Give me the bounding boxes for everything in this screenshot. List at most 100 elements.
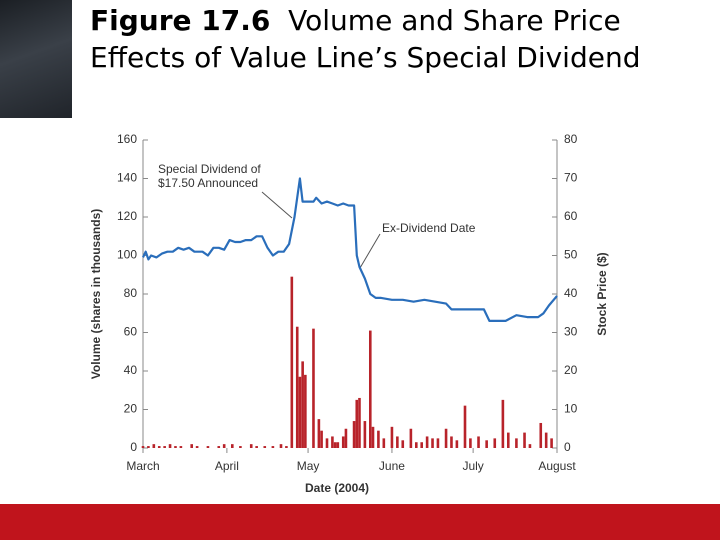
- volume-bar: [304, 374, 307, 448]
- volume-bar: [550, 438, 553, 448]
- volume-bar: [295, 326, 299, 448]
- volume-bar: [344, 428, 348, 448]
- volume-bar: [485, 440, 488, 448]
- volume-bar: [174, 446, 177, 448]
- x-tick-label: May: [297, 459, 320, 473]
- volume-bar: [279, 444, 283, 448]
- chart: Date (2004) Volume (shares in thousands)…: [89, 132, 609, 495]
- volume-bar: [341, 436, 345, 448]
- corner-image: [0, 0, 72, 118]
- volume-bar: [263, 446, 267, 448]
- leader-line: [261, 191, 293, 219]
- title-text: Volume and Share Price Effects of Value …: [90, 4, 641, 74]
- volume-bar: [363, 421, 367, 448]
- volume-bar: [317, 419, 321, 448]
- volume-bar: [493, 438, 497, 448]
- volume-bar: [179, 446, 183, 448]
- volume-bar: [539, 422, 543, 448]
- volume-bar: [501, 399, 505, 448]
- volume-bar: [249, 444, 253, 448]
- volume-bar: [255, 446, 258, 448]
- volume-bar: [217, 446, 221, 448]
- volume-bar: [355, 399, 359, 448]
- volume-bar: [301, 361, 304, 448]
- y-tick-label: 80: [124, 286, 138, 300]
- volume-bar: [431, 438, 434, 448]
- x-tick-label: July: [462, 459, 483, 473]
- volume-bar: [239, 446, 242, 448]
- y-tick-label: 100: [117, 248, 137, 262]
- volume-bar: [463, 405, 467, 448]
- volume-bar: [206, 446, 210, 448]
- x-tick-label: April: [215, 459, 239, 473]
- y2-tick-label: 80: [564, 132, 578, 146]
- volume-bar: [506, 432, 510, 448]
- volume-bar: [401, 440, 405, 448]
- volume-bar: [157, 446, 161, 448]
- volume-bar: [515, 438, 518, 448]
- volume-bar: [396, 436, 399, 448]
- y2-tick-label: 30: [564, 325, 578, 339]
- y-tick-label: 40: [124, 363, 138, 377]
- volume-bar: [190, 444, 194, 448]
- volume-bar: [320, 430, 323, 448]
- slide-title: Figure 17.6 Volume and Share Price Effec…: [90, 2, 700, 76]
- y2-tick-label: 10: [564, 402, 578, 416]
- y2-tick-label: 0: [564, 440, 571, 454]
- volume-bar: [163, 446, 166, 448]
- volume-bar: [455, 440, 459, 448]
- volume-bar: [414, 442, 418, 448]
- annotation: Ex-Dividend Date: [382, 221, 476, 235]
- volume-bar: [390, 426, 394, 448]
- y-axis-label: Volume (shares in thousands): [89, 209, 103, 379]
- y-tick-label: 120: [117, 209, 137, 223]
- volume-bar: [368, 330, 372, 448]
- y-tick-label: 20: [124, 402, 138, 416]
- volume-bar: [477, 436, 480, 448]
- volume-bar: [141, 446, 145, 448]
- volume-bar: [382, 438, 386, 448]
- annotation: Special Dividend of $17.50 Announced: [158, 162, 261, 190]
- volume-bar: [352, 421, 356, 448]
- volume-bar: [444, 428, 448, 448]
- volume-bar: [469, 438, 472, 448]
- volume-bar: [544, 432, 548, 448]
- annotation-line: Special Dividend of: [158, 162, 261, 176]
- x-axis-label: Date (2004): [305, 481, 369, 495]
- volume-bar: [222, 444, 226, 448]
- volume-bar: [358, 397, 361, 448]
- y-tick-label: 0: [130, 440, 137, 454]
- price-line: [142, 177, 558, 322]
- volume-bar: [195, 446, 199, 448]
- y2-tick-label: 60: [564, 209, 578, 223]
- volume-bar: [409, 428, 413, 448]
- y2-tick-label: 40: [564, 286, 578, 300]
- volume-bar: [325, 438, 329, 448]
- x-tick-label: June: [379, 459, 405, 473]
- volume-bar: [523, 432, 526, 448]
- volume-bar: [377, 430, 380, 448]
- leader-line: [359, 233, 381, 269]
- volume-bar: [436, 438, 440, 448]
- volume-bar: [168, 444, 172, 448]
- volume-bar: [298, 376, 302, 448]
- y2-tick-label: 20: [564, 363, 578, 377]
- volume-bar: [290, 276, 294, 448]
- volume-bar: [333, 442, 337, 448]
- volume-bar: [371, 426, 375, 448]
- volume-bar: [312, 328, 315, 448]
- annotation-line: $17.50 Announced: [158, 176, 258, 190]
- volume-bar: [230, 444, 234, 448]
- y-tick-label: 60: [124, 325, 138, 339]
- y-tick-label: 160: [117, 132, 137, 146]
- volume-bar: [450, 436, 453, 448]
- y-tick-label: 140: [117, 171, 137, 185]
- y2-tick-label: 50: [564, 248, 578, 262]
- footer: [0, 504, 720, 540]
- volume-bar: [285, 446, 288, 448]
- volume-bar: [336, 442, 340, 448]
- y2-tick-label: 70: [564, 171, 578, 185]
- volume-bar: [528, 444, 532, 448]
- x-tick-label: March: [126, 459, 159, 473]
